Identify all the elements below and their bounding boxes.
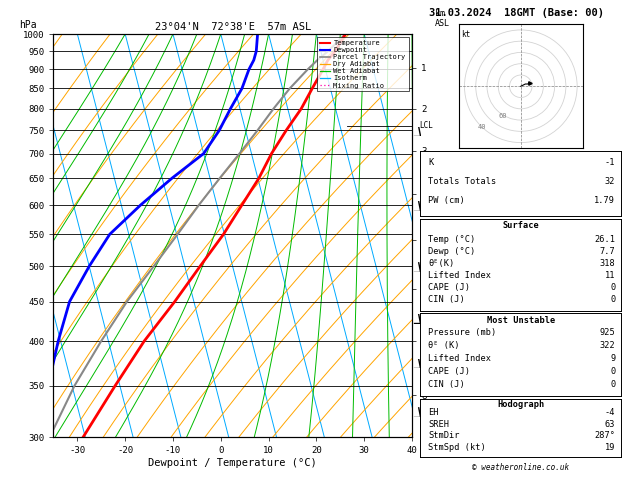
- Text: -4: -4: [605, 409, 615, 417]
- Text: Temp (°C): Temp (°C): [428, 235, 476, 244]
- Text: 9: 9: [610, 354, 615, 363]
- Text: 322: 322: [599, 341, 615, 350]
- Text: 26.1: 26.1: [594, 235, 615, 244]
- Text: 0: 0: [610, 367, 615, 376]
- Text: StmSpd (kt): StmSpd (kt): [428, 443, 486, 451]
- Text: 40: 40: [478, 124, 486, 130]
- Text: © weatheronline.co.uk: © weatheronline.co.uk: [472, 463, 569, 472]
- Text: StmDir: StmDir: [428, 431, 460, 440]
- Text: 63: 63: [605, 420, 615, 429]
- Text: CIN (J): CIN (J): [428, 295, 465, 304]
- Text: 32: 32: [605, 177, 615, 186]
- Text: 19: 19: [605, 443, 615, 451]
- Text: Lifted Index: Lifted Index: [428, 354, 491, 363]
- Text: 925: 925: [599, 329, 615, 337]
- Text: CIN (J): CIN (J): [428, 380, 465, 389]
- Text: 1.79: 1.79: [594, 196, 615, 206]
- Text: Pressure (mb): Pressure (mb): [428, 329, 496, 337]
- Text: 318: 318: [599, 259, 615, 268]
- Title: 23°04'N  72°38'E  57m ASL: 23°04'N 72°38'E 57m ASL: [155, 22, 311, 32]
- Text: Totals Totals: Totals Totals: [428, 177, 496, 186]
- Text: 7.7: 7.7: [599, 247, 615, 256]
- Text: 0: 0: [610, 295, 615, 304]
- Text: LCL: LCL: [419, 122, 433, 130]
- Text: km
ASL: km ASL: [435, 9, 450, 28]
- Text: PW (cm): PW (cm): [428, 196, 465, 206]
- Text: Hodograph: Hodograph: [497, 400, 545, 409]
- Text: θᴱ(K): θᴱ(K): [428, 259, 455, 268]
- X-axis label: Dewpoint / Temperature (°C): Dewpoint / Temperature (°C): [148, 458, 317, 468]
- Text: 31.03.2024  18GMT (Base: 00): 31.03.2024 18GMT (Base: 00): [428, 8, 604, 17]
- Text: Surface: Surface: [503, 222, 539, 230]
- Text: CAPE (J): CAPE (J): [428, 367, 470, 376]
- Text: CAPE (J): CAPE (J): [428, 283, 470, 292]
- Text: -1: -1: [605, 157, 615, 167]
- Text: 0: 0: [610, 380, 615, 389]
- Text: Most Unstable: Most Unstable: [487, 316, 555, 325]
- Y-axis label: Mixing Ratio (g/kg): Mixing Ratio (g/kg): [429, 185, 438, 287]
- Legend: Temperature, Dewpoint, Parcel Trajectory, Dry Adiabat, Wet Adiabat, Isotherm, Mi: Temperature, Dewpoint, Parcel Trajectory…: [317, 37, 408, 91]
- Text: Lifted Index: Lifted Index: [428, 271, 491, 280]
- Text: EH: EH: [428, 409, 438, 417]
- Text: K: K: [428, 157, 433, 167]
- Text: Dewp (°C): Dewp (°C): [428, 247, 476, 256]
- Text: 60: 60: [498, 113, 507, 119]
- Text: SREH: SREH: [428, 420, 449, 429]
- Text: 11: 11: [605, 271, 615, 280]
- Text: θᴱ (K): θᴱ (K): [428, 341, 460, 350]
- Text: 287°: 287°: [594, 431, 615, 440]
- Text: 0: 0: [610, 283, 615, 292]
- Text: hPa: hPa: [19, 20, 37, 30]
- Text: kt: kt: [461, 30, 470, 39]
